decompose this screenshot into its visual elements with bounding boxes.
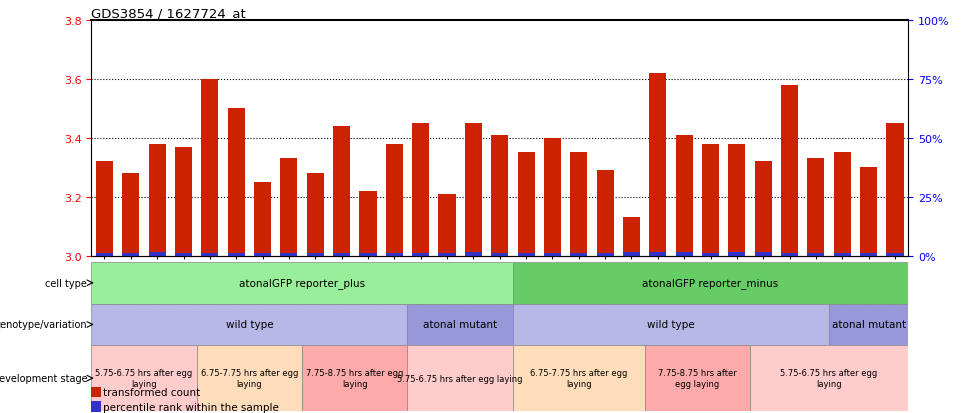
Bar [860,168,877,256]
Bar [829,304,908,346]
Bar [359,254,377,256]
Text: 5.75-6.75 hrs after egg
laying: 5.75-6.75 hrs after egg laying [95,368,192,388]
Bar [96,254,113,256]
Text: 7.75-8.75 hrs after egg
laying: 7.75-8.75 hrs after egg laying [307,368,404,388]
Bar [491,135,508,256]
Text: 7.75-8.75 hrs after
egg laying: 7.75-8.75 hrs after egg laying [658,368,737,388]
Bar [438,194,456,256]
Text: transformed count: transformed count [103,387,200,397]
Bar [149,252,165,256]
Text: genotype/variation: genotype/variation [0,320,87,330]
Bar [385,254,403,256]
Bar [201,79,218,256]
Text: atonalGFP reporter_plus: atonalGFP reporter_plus [239,278,365,289]
Bar [407,346,513,411]
Bar [754,252,772,256]
Text: GDS3854 / 1627724_at: GDS3854 / 1627724_at [91,7,246,19]
Bar [412,254,430,256]
Text: atonalGFP reporter_minus: atonalGFP reporter_minus [642,278,778,289]
Bar [302,346,407,411]
Bar [781,254,799,256]
Bar [623,218,640,256]
Bar [650,252,666,256]
Bar [412,123,430,256]
Bar [254,254,271,256]
Bar [728,144,746,256]
Bar [228,254,245,256]
Bar [254,183,271,256]
Bar [197,346,302,411]
Bar [465,123,481,256]
Bar [676,135,693,256]
Text: 6.75-7.75 hrs after egg
laying: 6.75-7.75 hrs after egg laying [530,368,628,388]
Bar [754,162,772,256]
Bar [465,252,481,256]
Bar [513,346,645,411]
Bar [333,254,350,256]
Bar [544,254,561,256]
Bar [650,74,666,256]
Bar [281,254,298,256]
Bar [750,346,908,411]
Bar [438,254,456,256]
Bar [91,262,513,304]
Text: wild type: wild type [226,320,273,330]
Text: cell type: cell type [45,278,87,288]
Bar [122,173,139,256]
Bar [860,254,877,256]
Text: development stage: development stage [0,373,87,383]
Bar [781,85,799,256]
Bar [122,254,139,256]
Bar [91,401,101,411]
Bar [385,144,403,256]
Bar [518,153,534,256]
Text: 5.75-6.75 hrs after egg laying: 5.75-6.75 hrs after egg laying [398,374,523,383]
Bar [834,153,850,256]
Bar [886,123,903,256]
Bar [623,252,640,256]
Bar [281,159,298,256]
Text: 6.75-7.75 hrs after egg
laying: 6.75-7.75 hrs after egg laying [201,368,298,388]
Bar [597,171,614,256]
Bar [807,254,825,256]
Text: atonal mutant: atonal mutant [423,320,497,330]
Text: wild type: wild type [647,320,695,330]
Bar [886,254,903,256]
Bar [702,144,719,256]
Bar [307,173,324,256]
Text: atonal mutant: atonal mutant [831,320,905,330]
Bar [307,254,324,256]
Bar [702,254,719,256]
Bar [597,254,614,256]
Bar [728,252,746,256]
Bar [407,304,513,346]
Bar [333,126,350,256]
Bar [149,144,165,256]
Bar [228,109,245,256]
Bar [513,304,829,346]
Bar [175,254,192,256]
Bar [96,162,113,256]
Bar [513,262,908,304]
Bar [544,138,561,256]
Bar [834,254,850,256]
Bar [201,253,218,256]
Bar [491,254,508,256]
Bar [518,254,534,256]
Bar [645,346,750,411]
Text: 5.75-6.75 hrs after egg
laying: 5.75-6.75 hrs after egg laying [780,368,877,388]
Bar [91,387,101,397]
Bar [91,346,197,411]
Bar [175,147,192,256]
Bar [570,254,587,256]
Bar [359,191,377,256]
Bar [91,304,407,346]
Bar [676,252,693,256]
Text: percentile rank within the sample: percentile rank within the sample [103,402,279,412]
Bar [570,153,587,256]
Bar [807,159,825,256]
